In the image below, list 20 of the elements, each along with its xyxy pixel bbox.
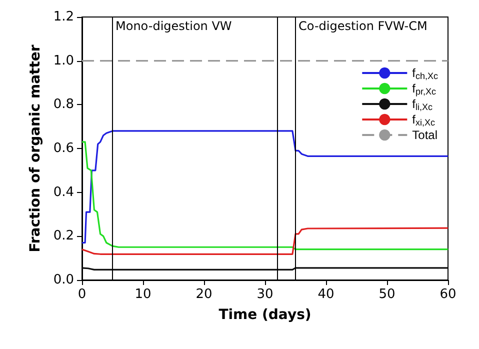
x-tick-label: 60 — [440, 287, 456, 302]
y-tick-label: 0.0 — [53, 272, 74, 288]
x-tick-label: 0 — [78, 287, 86, 302]
x-tick-label: 50 — [378, 287, 396, 302]
x-tick-label: 20 — [196, 287, 212, 302]
ref-line-label: Mono-digestion VW — [116, 19, 232, 33]
y-tick-label: 0.4 — [53, 184, 74, 200]
x-tick-label: 30 — [256, 287, 274, 302]
y-tick-label: 0.8 — [53, 97, 74, 112]
y-tick-label: 0.2 — [53, 228, 74, 244]
y-tick-label: 1.2 — [53, 10, 74, 24]
x-axis-title: Time (days) — [218, 307, 312, 323]
y-tick-label: 1.0 — [53, 53, 74, 68]
x-tick-label: 40 — [318, 287, 334, 302]
y-axis-title: Fraction of organic matter — [27, 44, 44, 252]
y-tick-label: 0.6 — [53, 141, 74, 156]
legend-label: Total — [412, 128, 438, 142]
x-tick-label: 10 — [134, 287, 152, 302]
line-series — [81, 227, 449, 255]
ref-line-label: Co-digestion FVW-CM — [298, 19, 428, 33]
